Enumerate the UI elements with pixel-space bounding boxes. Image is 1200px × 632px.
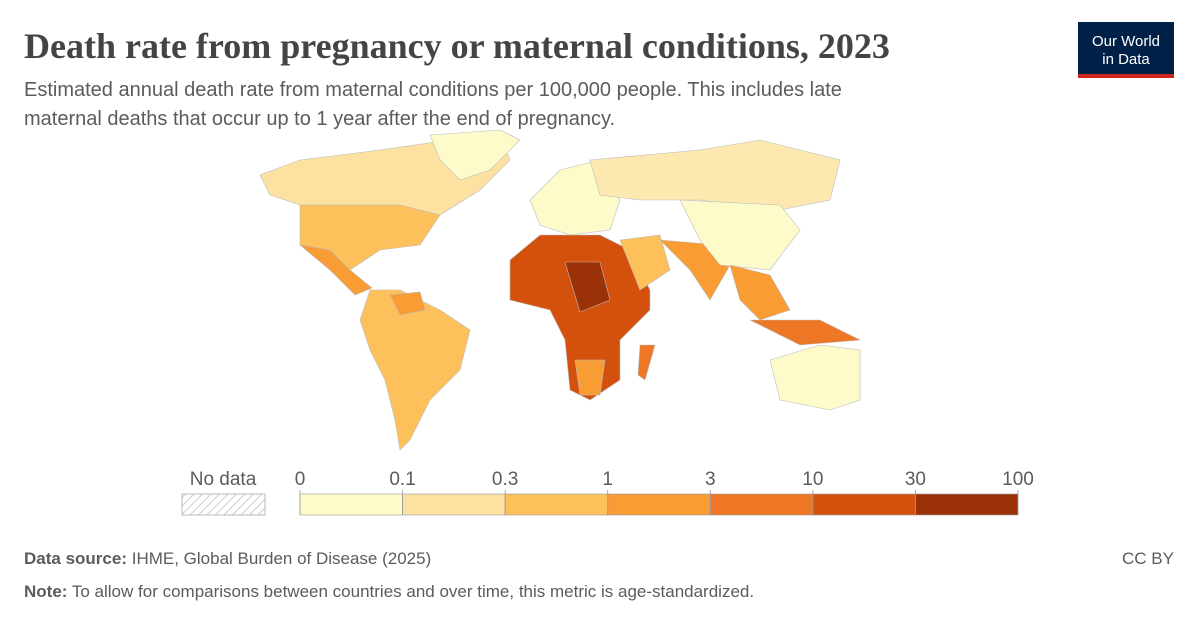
no-data-swatch (181, 493, 266, 516)
world-map (259, 129, 862, 451)
legend-bin (504, 493, 609, 516)
subtitle: maternal deaths that occur up to 1 year … (24, 108, 615, 130)
legend-tick-label: 10 (802, 469, 823, 490)
legend-tick-label: 0.3 (492, 469, 518, 490)
legend-label: No data (190, 469, 257, 490)
source-label: Data source: (24, 549, 127, 568)
logo-text: Our World (1092, 33, 1160, 50)
country (298, 244, 373, 296)
legend-bin (402, 493, 506, 516)
logo-text: in Data (1102, 51, 1150, 68)
note-label: Note: (24, 582, 67, 601)
legend-tick-label: 0.1 (389, 469, 415, 490)
country (619, 234, 671, 291)
logo-bar (1078, 74, 1174, 78)
country (564, 261, 611, 313)
country (729, 264, 791, 321)
country (637, 344, 656, 381)
note-text: To allow for comparisons between countri… (72, 582, 754, 601)
chart-title: Death rate from pregnancy or maternal co… (24, 26, 890, 66)
legend-tick-label: 1 (602, 469, 613, 490)
country (429, 129, 521, 181)
legend-bin (915, 493, 1019, 516)
country (574, 359, 606, 396)
license: CC BY (1122, 549, 1174, 568)
note: Note: To allow for comparisons between c… (24, 582, 754, 601)
logo: Our World in Data (1078, 22, 1174, 78)
country (679, 199, 801, 271)
logo-box (1078, 22, 1174, 78)
legend-bin (299, 493, 403, 516)
subtitle: Estimated annual death rate from materna… (24, 79, 842, 101)
source-text: IHME, Global Burden of Disease (2025) (132, 549, 432, 568)
legend-tick-label: 30 (905, 469, 926, 490)
legend-bin (709, 493, 814, 516)
legend: No data 0 0.1 0.3 1 3 10 30 100 (181, 469, 1034, 516)
legend-bin (607, 493, 711, 516)
legend-bin (812, 493, 916, 516)
country (589, 139, 841, 211)
source: Data source: IHME, Global Burden of Dise… (24, 549, 431, 568)
legend-tick-label: 0 (295, 469, 306, 490)
country (749, 319, 862, 346)
country (509, 234, 651, 401)
legend-tick-label: 3 (705, 469, 716, 490)
country (769, 344, 861, 411)
country (359, 289, 471, 451)
legend-tick-label: 100 (1002, 469, 1034, 490)
country (389, 291, 426, 316)
